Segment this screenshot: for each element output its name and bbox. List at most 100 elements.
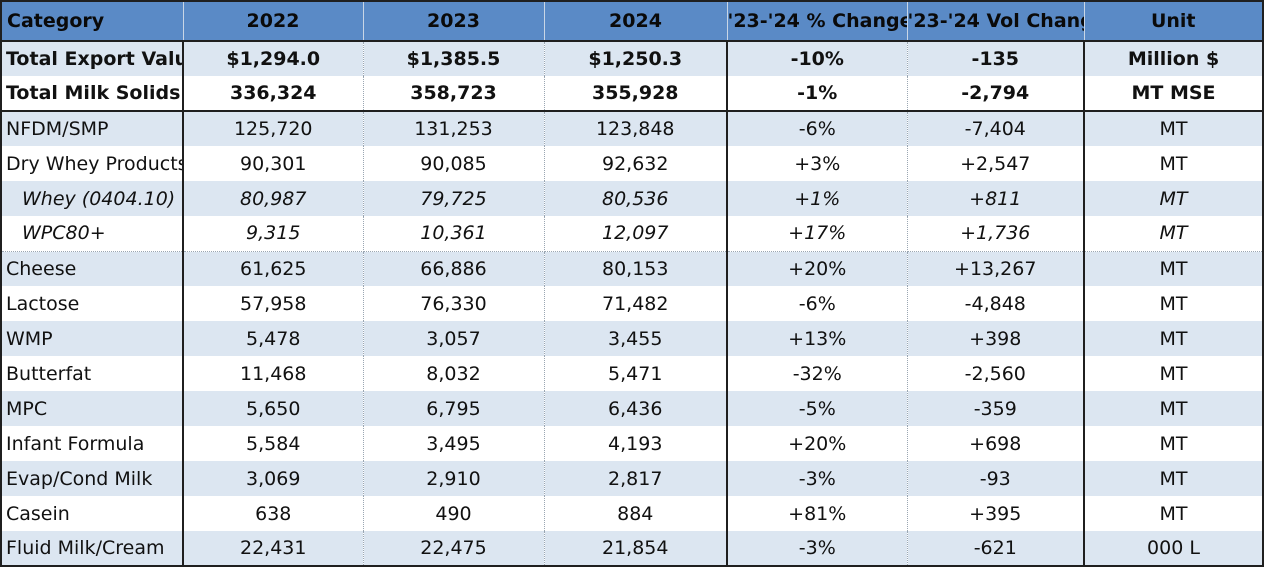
cell-2023: 358,723 <box>363 76 545 112</box>
cell-2024: 3,455 <box>544 321 728 356</box>
cell-vol-change: -621 <box>907 531 1085 566</box>
table-row: Cheese 61,625 66,886 80,153 +20% +13,267 MT <box>1 251 1263 286</box>
cell-2024: 884 <box>544 496 728 531</box>
cell-category: Butterfat <box>1 356 184 391</box>
table-row: Infant Formula 5,584 3,495 4,193 +20% +698 MT <box>1 426 1263 461</box>
cell-unit: MT <box>1083 146 1263 181</box>
cell-pct-change: -3% <box>726 461 908 496</box>
cell-pct-change: +17% <box>726 216 908 252</box>
cell-unit: MT <box>1083 216 1263 252</box>
cell-2024: 71,482 <box>544 286 728 321</box>
cell-2023: $1,385.5 <box>363 41 545 76</box>
header-2022: 2022 <box>183 1 364 42</box>
cell-pct-change: +1% <box>726 181 908 216</box>
header-category: Category <box>1 1 184 42</box>
cell-pct-change: +3% <box>726 146 908 181</box>
cell-2023: 66,886 <box>363 251 545 286</box>
table-row: Casein 638 490 884 +81% +395 MT <box>1 496 1263 531</box>
cell-2024: 12,097 <box>544 216 728 252</box>
cell-2024: 123,848 <box>544 111 728 146</box>
cell-2024: 4,193 <box>544 426 728 461</box>
cell-2023: 131,253 <box>363 111 545 146</box>
table-row: MPC 5,650 6,795 6,436 -5% -359 MT <box>1 391 1263 426</box>
cell-pct-change: -6% <box>726 111 908 146</box>
cell-2022: 5,584 <box>183 426 364 461</box>
cell-2024: 21,854 <box>544 531 728 566</box>
cell-unit: MT <box>1083 426 1263 461</box>
cell-pct-change: -6% <box>726 286 908 321</box>
cell-vol-change: -7,404 <box>907 111 1085 146</box>
cell-pct-change: -3% <box>726 531 908 566</box>
cell-2022: 638 <box>183 496 364 531</box>
cell-2023: 22,475 <box>363 531 545 566</box>
cell-2022: $1,294.0 <box>183 41 364 76</box>
header-2024: 2024 <box>544 1 728 42</box>
cell-unit: MT <box>1083 461 1263 496</box>
cell-2022: 5,650 <box>183 391 364 426</box>
cell-2023: 76,330 <box>363 286 545 321</box>
cell-unit: MT <box>1083 111 1263 146</box>
cell-2024: 355,928 <box>544 76 728 112</box>
header-vol-change: '23-'24 Vol Change <box>907 1 1085 42</box>
cell-2024: 2,817 <box>544 461 728 496</box>
cell-unit: MT <box>1083 391 1263 426</box>
cell-pct-change: -10% <box>726 41 908 76</box>
cell-unit: MT <box>1083 356 1263 391</box>
cell-category: Total Export Value <box>1 41 184 76</box>
cell-category: WMP <box>1 321 184 356</box>
cell-2022: 61,625 <box>183 251 364 286</box>
cell-category: Whey (0404.10) <box>1 181 184 216</box>
cell-2023: 8,032 <box>363 356 545 391</box>
cell-2022: 22,431 <box>183 531 364 566</box>
cell-pct-change: +20% <box>726 251 908 286</box>
cell-unit: 000 L <box>1083 531 1263 566</box>
cell-2024: 5,471 <box>544 356 728 391</box>
cell-category: Total Milk Solids <box>1 76 184 112</box>
table-row: Total Milk Solids 336,324 358,723 355,928 -1… <box>1 76 1263 112</box>
cell-2024: 6,436 <box>544 391 728 426</box>
cell-2024: 92,632 <box>544 146 728 181</box>
cell-2024: 80,536 <box>544 181 728 216</box>
cell-2022: 336,324 <box>183 76 364 112</box>
cell-2022: 9,315 <box>183 216 364 252</box>
cell-vol-change: +811 <box>907 181 1085 216</box>
cell-2023: 6,795 <box>363 391 545 426</box>
cell-category: Cheese <box>1 251 184 286</box>
cell-vol-change: -135 <box>907 41 1085 76</box>
cell-vol-change: +13,267 <box>907 251 1085 286</box>
cell-unit: MT <box>1083 181 1263 216</box>
cell-vol-change: +698 <box>907 426 1085 461</box>
cell-2023: 10,361 <box>363 216 545 252</box>
table-row: Fluid Milk/Cream 22,431 22,475 21,854 -3% -62… <box>1 531 1263 566</box>
cell-pct-change: -32% <box>726 356 908 391</box>
cell-2023: 3,495 <box>363 426 545 461</box>
cell-vol-change: +395 <box>907 496 1085 531</box>
cell-unit: MT MSE <box>1083 76 1263 112</box>
cell-pct-change: +81% <box>726 496 908 531</box>
cell-pct-change: -1% <box>726 76 908 112</box>
header-pct-change: '23-'24 % Change <box>727 1 908 42</box>
cell-category: NFDM/SMP <box>1 111 184 146</box>
cell-unit: MT <box>1083 286 1263 321</box>
cell-vol-change: +2,547 <box>907 146 1085 181</box>
cell-category: MPC <box>1 391 184 426</box>
cell-2022: 125,720 <box>183 111 364 146</box>
cell-category: WPC80+ <box>1 216 184 252</box>
cell-unit: Million $ <box>1083 41 1263 76</box>
cell-pct-change: -5% <box>726 391 908 426</box>
table-row: Whey (0404.10) 80,987 79,725 80,536 +1% +811 M… <box>1 181 1263 216</box>
cell-category: Evap/Cond Milk <box>1 461 184 496</box>
table-row: Evap/Cond Milk 3,069 2,910 2,817 -3% -93 MT <box>1 461 1263 496</box>
cell-2022: 11,468 <box>183 356 364 391</box>
cell-category: Lactose <box>1 286 184 321</box>
cell-2022: 3,069 <box>183 461 364 496</box>
cell-category: Infant Formula <box>1 426 184 461</box>
cell-2023: 90,085 <box>363 146 545 181</box>
table-body: Total Export Value $1,294.0 $1,385.5 $1,250… <box>1 41 1263 566</box>
cell-category: Casein <box>1 496 184 531</box>
cell-vol-change: -2,794 <box>907 76 1085 112</box>
cell-2024: 80,153 <box>544 251 728 286</box>
cell-category: Fluid Milk/Cream <box>1 531 184 566</box>
table-row: WPC80+ 9,315 10,361 12,097 +17% +1,736 MT <box>1 216 1263 252</box>
